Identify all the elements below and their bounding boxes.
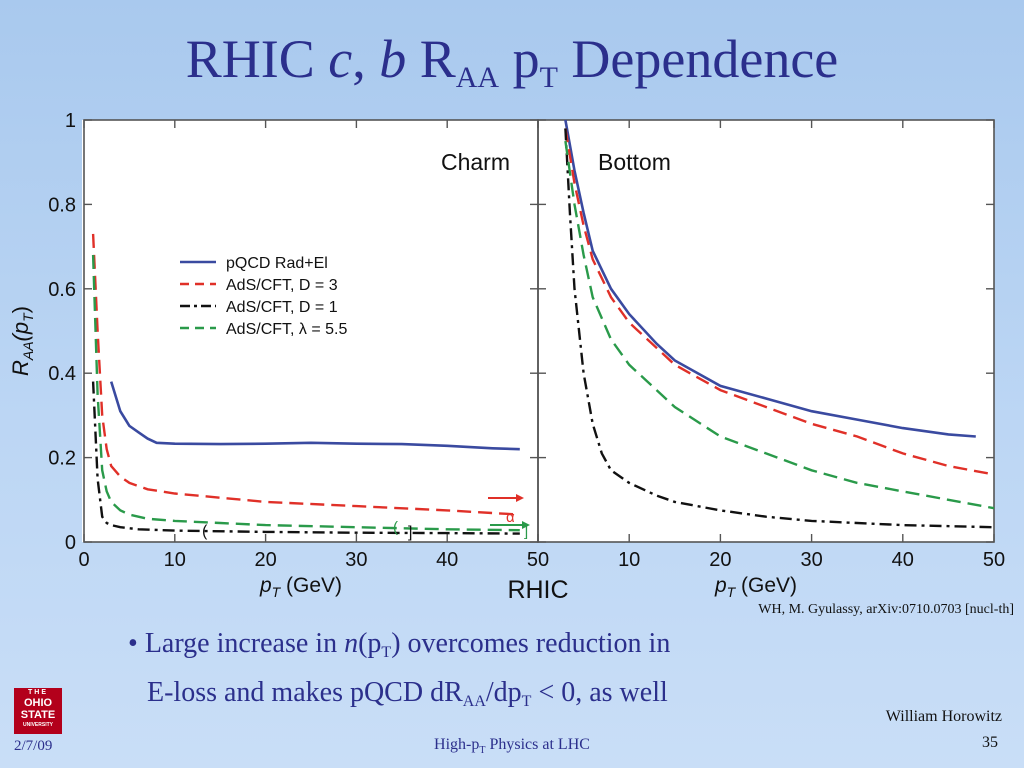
y-tick-label: 0.2 — [48, 448, 76, 470]
annotation-marker: ] — [408, 524, 412, 541]
x-tick-label: 50 — [983, 549, 1005, 571]
legend-label-ads3: AdS/CFT, D = 3 — [226, 277, 338, 294]
x-tick-label: 30 — [800, 549, 822, 571]
osu-logo: THE OHIO STATE UNIVERSITY — [14, 688, 62, 734]
page-number: 35 — [982, 734, 998, 751]
x-tick-label: 10 — [164, 549, 186, 571]
y-tick-label: 0 — [65, 532, 76, 554]
annotation-arrowhead — [516, 494, 524, 502]
footer-author: William Horowitz — [885, 708, 1002, 725]
annotation-marker: ( — [393, 519, 398, 536]
citation: WH, M. Gyulassy, arXiv:0710.0703 [nucl-t… — [758, 602, 1014, 617]
x-tick-label: 10 — [618, 549, 640, 571]
panel-label-bottom: Bottom — [598, 149, 671, 175]
panel-label-charm: Charm — [441, 149, 510, 175]
series-line-pqcd-bottom — [564, 119, 976, 438]
x-axis-label: pT (GeV) — [259, 574, 342, 600]
y-tick-label: 0.4 — [48, 363, 76, 385]
legend-label-pqcd: pQCD Rad+El — [226, 255, 328, 272]
footer-title: High-pT Physics at LHC — [434, 736, 590, 757]
slide-title: RHIC c, b RAA pT Dependence — [185, 29, 839, 94]
legend-label-ads1: AdS/CFT, D = 1 — [226, 299, 338, 316]
series-line-ads3-bottom — [564, 128, 995, 476]
series-line-pqcd-charm — [109, 381, 520, 451]
x-tick-label: 0 — [78, 549, 89, 571]
bullet-marker: • — [128, 628, 138, 659]
annotation-marker: α — [506, 509, 515, 526]
rhic-label: RHIC — [507, 576, 568, 604]
x-tick-label: 50 — [527, 549, 549, 571]
series-line-ads3-charm — [91, 233, 520, 516]
panel-frame — [537, 119, 995, 543]
annotation-arrowhead — [522, 521, 530, 529]
series-line-lambda-charm — [91, 254, 520, 532]
annotation-marker: ] — [524, 523, 528, 540]
x-tick-label: 20 — [709, 549, 731, 571]
y-tick-label: 0.8 — [48, 194, 76, 216]
series-line-ads1-bottom — [564, 128, 995, 529]
x-tick-label: 40 — [892, 549, 914, 571]
y-tick-label: 1 — [65, 110, 76, 132]
footer-date: 2/7/09 — [14, 738, 53, 754]
bullet-point: • Large increase in n(pT) overcomes redu… — [128, 628, 671, 710]
x-tick-label: 40 — [436, 549, 458, 571]
raa-figure: 0 10 20 30 40 50 Charm pT (GeV) 10 20 30 40 50 Bottom… — [0, 108, 1024, 608]
x-axis-label: pT (GeV) — [714, 574, 797, 600]
legend-label-lambda: AdS/CFT, λ = 5.5 — [226, 321, 347, 338]
y-tick-label: 0.6 — [48, 279, 76, 301]
x-tick-label: 30 — [345, 549, 367, 571]
y-axis-label: RAA(pT) — [8, 306, 36, 376]
series-line-lambda-bottom — [564, 140, 995, 510]
x-tick-label: 20 — [254, 549, 276, 571]
annotation-marker: ( — [202, 523, 208, 540]
series-line-ads1-charm — [91, 381, 520, 535]
